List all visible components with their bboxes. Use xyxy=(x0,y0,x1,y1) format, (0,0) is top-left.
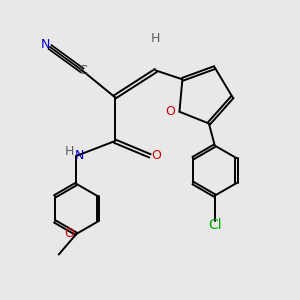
Text: Cl: Cl xyxy=(208,218,222,232)
Text: O: O xyxy=(151,149,161,162)
Text: N: N xyxy=(41,38,50,50)
Text: N: N xyxy=(75,149,84,162)
Text: H: H xyxy=(151,32,160,45)
Text: H: H xyxy=(64,145,74,158)
Text: C: C xyxy=(78,64,87,77)
Text: O: O xyxy=(166,105,176,118)
Text: O: O xyxy=(64,227,74,240)
